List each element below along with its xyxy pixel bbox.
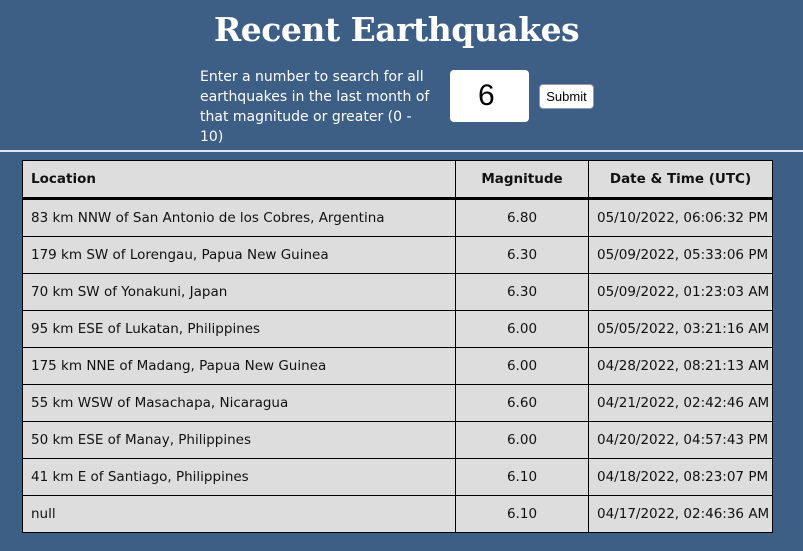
datetime-cell: 05/09/2022, 05:33:06 PM: [588, 236, 773, 274]
location-cell: 70 km SW of Yonakuni, Japan: [22, 273, 456, 311]
location-cell: 179 km SW of Lorengau, Papua New Guinea: [22, 236, 456, 274]
earthquake-table: Location Magnitude Date & Time (UTC) 83 …: [22, 160, 773, 533]
datetime-cell: 04/18/2022, 08:23:07 PM: [588, 458, 773, 496]
page-title: Recent Earthquakes: [213, 10, 580, 49]
magnitude-cell: 6.00: [455, 310, 589, 348]
datetime-cell: 04/17/2022, 02:46:36 AM: [588, 495, 773, 533]
datetime-cell: 05/05/2022, 03:21:16 AM: [588, 310, 773, 348]
magnitude-cell: 6.10: [455, 495, 589, 533]
location-cell: null: [22, 495, 456, 533]
location-cell: 50 km ESE of Manay, Philippines: [22, 421, 456, 459]
location-cell: 83 km NNW of San Antonio de los Cobres, …: [22, 198, 456, 237]
column-header-location: Location: [22, 160, 456, 200]
table-row: 95 km ESE of Lukatan, Philippines 6.00 05/…: [22, 310, 773, 348]
search-prompt: Enter a number to search for all earthqu…: [200, 69, 430, 145]
table-row: 41 km E of Santiago, Philippines 6.10 04/1…: [22, 458, 773, 496]
table-row: null 6.10 04/17/2022, 02:46:36 AM: [22, 495, 773, 533]
datetime-cell: 05/09/2022, 01:23:03 AM: [588, 273, 773, 311]
table-row: 179 km SW of Lorengau, Papua New Guinea 6…: [22, 236, 773, 274]
datetime-cell: 04/21/2022, 02:42:46 AM: [588, 384, 773, 422]
submit-button[interactable]: Submit: [539, 84, 594, 109]
datetime-cell: 04/28/2022, 08:21:13 AM: [588, 347, 773, 385]
header-divider: [0, 150, 803, 152]
magnitude-cell: 6.30: [455, 273, 589, 311]
table-body: 83 km NNW of San Antonio de los Cobres, …: [22, 198, 773, 533]
location-cell: 175 km NNE of Madang, Papua New Guinea: [22, 347, 456, 385]
table-row: 50 km ESE of Manay, Philippines 6.00 04/20…: [22, 421, 773, 459]
magnitude-cell: 6.60: [455, 384, 589, 422]
column-header-datetime: Date & Time (UTC): [588, 160, 773, 200]
location-cell: 55 km WSW of Masachapa, Nicaragua: [22, 384, 456, 422]
magnitude-cell: 6.00: [455, 347, 589, 385]
table-row: 70 km SW of Yonakuni, Japan 6.30 05/09/202…: [22, 273, 773, 311]
magnitude-input[interactable]: [450, 70, 529, 122]
datetime-cell: 05/10/2022, 06:06:32 PM: [588, 198, 773, 237]
location-cell: 95 km ESE of Lukatan, Philippines: [22, 310, 456, 348]
magnitude-cell: 6.10: [455, 458, 589, 496]
table-row: 83 km NNW of San Antonio de los Cobres, …: [22, 198, 773, 237]
location-cell: 41 km E of Santiago, Philippines: [22, 458, 456, 496]
magnitude-cell: 6.30: [455, 236, 589, 274]
column-header-magnitude: Magnitude: [455, 160, 589, 200]
magnitude-cell: 6.00: [455, 421, 589, 459]
table-row: 55 km WSW of Masachapa, Nicaragua 6.60 04/…: [22, 384, 773, 422]
datetime-cell: 04/20/2022, 04:57:43 PM: [588, 421, 773, 459]
magnitude-cell: 6.80: [455, 198, 589, 237]
table-header-row: Location Magnitude Date & Time (UTC): [22, 160, 773, 200]
table-row: 175 km NNE of Madang, Papua New Guinea 6.…: [22, 347, 773, 385]
